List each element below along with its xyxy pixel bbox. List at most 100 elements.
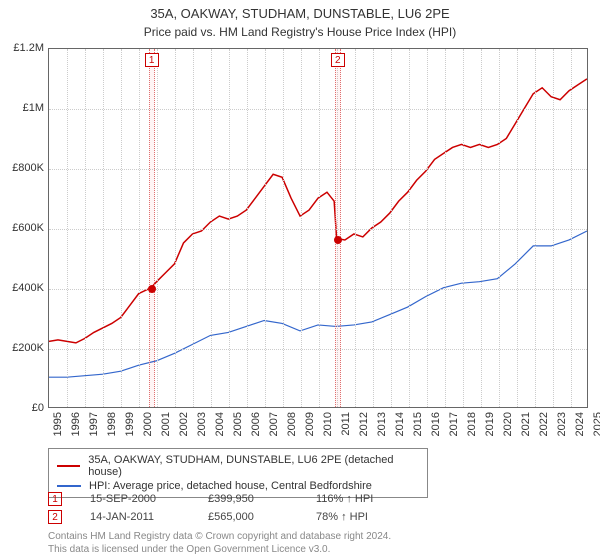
x-axis-label: 2020 bbox=[502, 412, 514, 436]
gridline-v bbox=[121, 49, 122, 407]
transaction-price: £399,950 bbox=[208, 493, 288, 505]
x-axis-label: 2021 bbox=[520, 412, 532, 436]
footer-line-1: Contains HM Land Registry data © Crown c… bbox=[48, 530, 391, 543]
y-axis-label: £200K bbox=[0, 342, 44, 354]
x-axis-label: 1997 bbox=[88, 412, 100, 436]
gridline-v bbox=[139, 49, 140, 407]
gridline-h bbox=[49, 169, 587, 170]
gridline-h bbox=[49, 349, 587, 350]
x-axis-label: 2015 bbox=[412, 412, 424, 436]
x-axis-label: 2008 bbox=[286, 412, 298, 436]
chart-container: 35A, OAKWAY, STUDHAM, DUNSTABLE, LU6 2PE… bbox=[0, 0, 600, 560]
legend-swatch bbox=[57, 485, 81, 487]
footer-attribution: Contains HM Land Registry data © Crown c… bbox=[48, 530, 391, 556]
x-axis-label: 2014 bbox=[394, 412, 406, 436]
transaction-table: 1 15-SEP-2000 £399,950 116% ↑ HPI 2 14-JAN-20… bbox=[48, 490, 406, 526]
gridline-v bbox=[229, 49, 230, 407]
x-axis-label: 2001 bbox=[160, 412, 172, 436]
gridline-v bbox=[265, 49, 266, 407]
x-axis-label: 2003 bbox=[196, 412, 208, 436]
gridline-v bbox=[463, 49, 464, 407]
x-axis-label: 2022 bbox=[538, 412, 550, 436]
gridline-v bbox=[67, 49, 68, 407]
transaction-hpi: 78% ↑ HPI bbox=[316, 511, 406, 523]
transaction-marker-badge: 1 bbox=[145, 53, 159, 67]
x-axis-label: 2019 bbox=[484, 412, 496, 436]
transaction-marker-band bbox=[149, 49, 155, 407]
x-axis-label: 2025 bbox=[592, 412, 600, 436]
chart-lines bbox=[49, 49, 587, 407]
transaction-point bbox=[148, 285, 156, 293]
gridline-v bbox=[301, 49, 302, 407]
gridline-h bbox=[49, 229, 587, 230]
x-axis-label: 2012 bbox=[358, 412, 370, 436]
x-axis-label: 2013 bbox=[376, 412, 388, 436]
y-axis-label: £1M bbox=[0, 102, 44, 114]
transaction-date: 15-SEP-2000 bbox=[90, 493, 180, 505]
gridline-v bbox=[481, 49, 482, 407]
x-axis-label: 1999 bbox=[124, 412, 136, 436]
gridline-v bbox=[553, 49, 554, 407]
gridline-v bbox=[103, 49, 104, 407]
footer-line-2: This data is licensed under the Open Gov… bbox=[48, 543, 391, 556]
x-axis-label: 2010 bbox=[322, 412, 334, 436]
gridline-v bbox=[445, 49, 446, 407]
gridline-v bbox=[355, 49, 356, 407]
y-axis-label: £1.2M bbox=[0, 42, 44, 54]
gridline-v bbox=[157, 49, 158, 407]
x-axis-label: 2018 bbox=[466, 412, 478, 436]
gridline-v bbox=[211, 49, 212, 407]
gridline-v bbox=[391, 49, 392, 407]
gridline-v bbox=[427, 49, 428, 407]
chart-title: 35A, OAKWAY, STUDHAM, DUNSTABLE, LU6 2PE bbox=[0, 0, 600, 23]
x-axis-label: 2016 bbox=[430, 412, 442, 436]
x-axis-label: 2024 bbox=[574, 412, 586, 436]
transaction-row: 2 14-JAN-2011 £565,000 78% ↑ HPI bbox=[48, 508, 406, 526]
y-axis-label: £800K bbox=[0, 162, 44, 174]
chart-subtitle: Price paid vs. HM Land Registry's House … bbox=[0, 23, 600, 39]
gridline-v bbox=[535, 49, 536, 407]
x-axis-label: 2002 bbox=[178, 412, 190, 436]
x-axis-label: 1996 bbox=[70, 412, 82, 436]
transaction-marker-badge: 2 bbox=[331, 53, 345, 67]
series-line bbox=[49, 79, 587, 343]
y-axis-label: £0 bbox=[0, 402, 44, 414]
legend-swatch bbox=[57, 465, 80, 467]
transaction-point bbox=[334, 236, 342, 244]
y-axis-label: £600K bbox=[0, 222, 44, 234]
transaction-hpi: 116% ↑ HPI bbox=[316, 493, 406, 505]
transaction-row: 1 15-SEP-2000 £399,950 116% ↑ HPI bbox=[48, 490, 406, 508]
gridline-v bbox=[517, 49, 518, 407]
gridline-v bbox=[319, 49, 320, 407]
y-axis-label: £400K bbox=[0, 282, 44, 294]
x-axis-label: 2009 bbox=[304, 412, 316, 436]
x-axis-label: 2011 bbox=[340, 412, 352, 436]
x-axis-label: 2000 bbox=[142, 412, 154, 436]
x-axis-label: 2004 bbox=[214, 412, 226, 436]
gridline-h bbox=[49, 289, 587, 290]
transaction-marker-band bbox=[335, 49, 341, 407]
gridline-v bbox=[283, 49, 284, 407]
gridline-v bbox=[193, 49, 194, 407]
gridline-v bbox=[409, 49, 410, 407]
transaction-date: 14-JAN-2011 bbox=[90, 511, 180, 523]
gridline-v bbox=[175, 49, 176, 407]
legend-item: 35A, OAKWAY, STUDHAM, DUNSTABLE, LU6 2PE… bbox=[57, 453, 419, 479]
x-axis-label: 2007 bbox=[268, 412, 280, 436]
x-axis-label: 2017 bbox=[448, 412, 460, 436]
transaction-badge: 1 bbox=[48, 492, 62, 506]
gridline-v bbox=[571, 49, 572, 407]
x-axis-label: 2006 bbox=[250, 412, 262, 436]
series-line bbox=[49, 231, 587, 377]
gridline-v bbox=[85, 49, 86, 407]
legend-label: 35A, OAKWAY, STUDHAM, DUNSTABLE, LU6 2PE… bbox=[88, 454, 419, 478]
transaction-price: £565,000 bbox=[208, 511, 288, 523]
chart-plot-area: 12 bbox=[48, 48, 588, 408]
transaction-badge: 2 bbox=[48, 510, 62, 524]
gridline-v bbox=[499, 49, 500, 407]
gridline-v bbox=[247, 49, 248, 407]
x-axis-label: 2005 bbox=[232, 412, 244, 436]
x-axis-label: 1998 bbox=[106, 412, 118, 436]
x-axis-label: 1995 bbox=[52, 412, 64, 436]
x-axis-label: 2023 bbox=[556, 412, 568, 436]
